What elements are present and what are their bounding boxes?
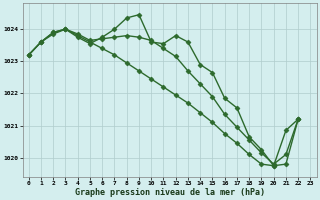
X-axis label: Graphe pression niveau de la mer (hPa): Graphe pression niveau de la mer (hPa) [75, 188, 265, 197]
